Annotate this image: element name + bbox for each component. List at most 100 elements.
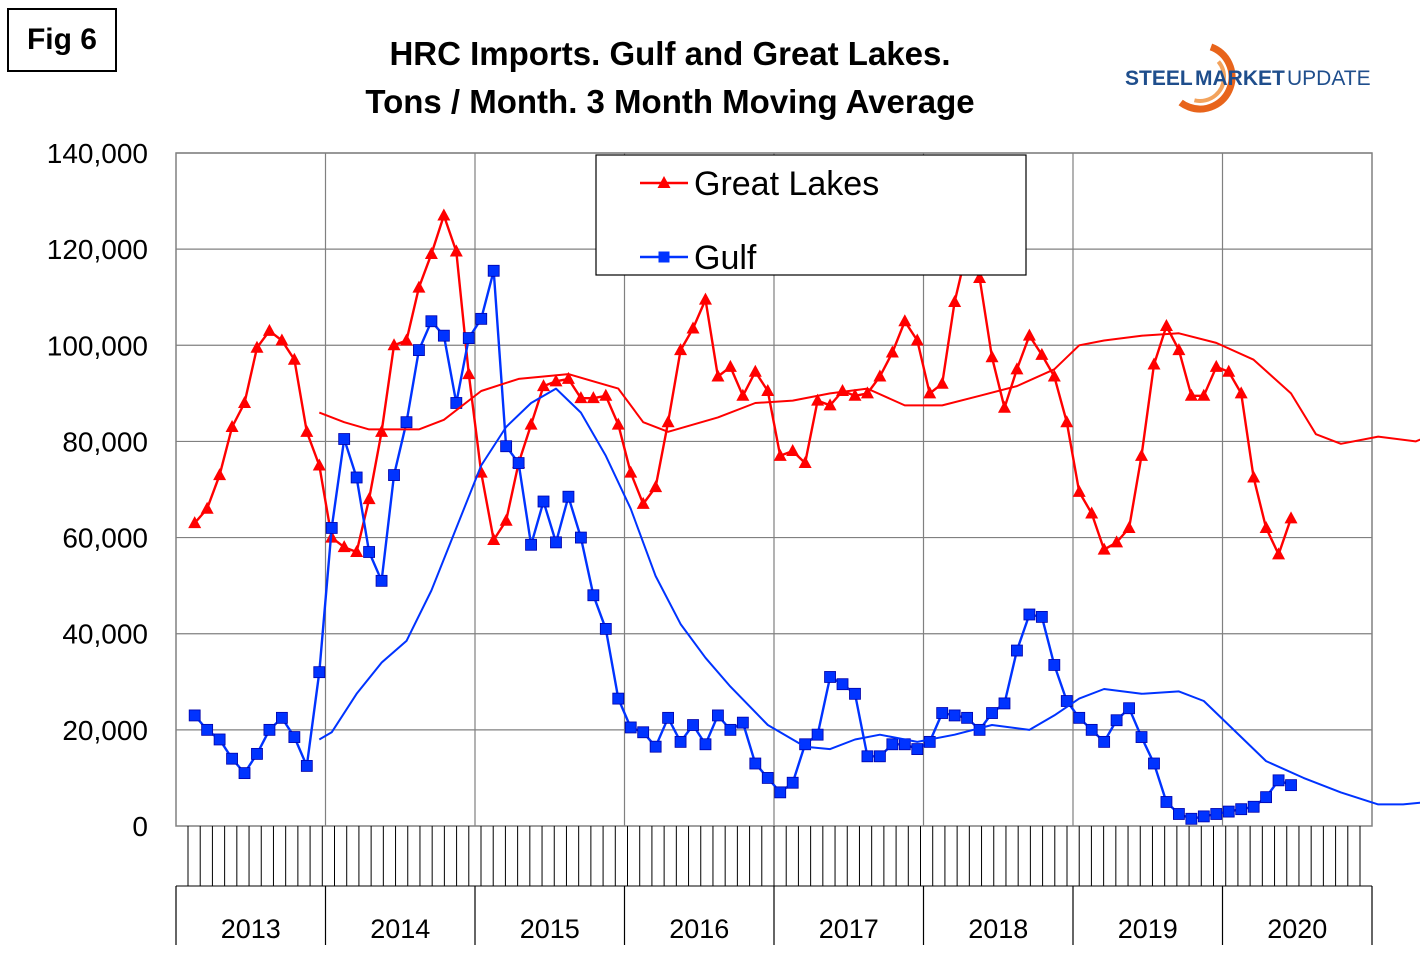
data-point bbox=[1197, 810, 1210, 823]
data-point bbox=[761, 772, 774, 784]
data-point bbox=[363, 546, 376, 558]
data-point bbox=[674, 735, 687, 748]
data-point bbox=[512, 457, 525, 469]
data-point bbox=[612, 692, 625, 705]
data-point bbox=[549, 374, 563, 387]
data-point bbox=[599, 388, 613, 401]
data-point bbox=[948, 709, 961, 722]
data-point bbox=[325, 522, 338, 534]
series-great-lakes bbox=[188, 208, 1298, 560]
data-point bbox=[188, 516, 202, 529]
x-year-label: 2014 bbox=[370, 914, 430, 944]
data-point bbox=[524, 417, 538, 430]
data-point bbox=[811, 393, 825, 406]
legend-item-gulf: Gulf bbox=[640, 239, 757, 277]
data-point bbox=[1272, 774, 1285, 787]
data-point bbox=[1210, 808, 1223, 820]
y-tick-label: 120,000 bbox=[47, 234, 148, 265]
y-tick-label: 140,000 bbox=[47, 138, 148, 169]
data-point bbox=[449, 244, 463, 257]
data-point bbox=[1135, 448, 1149, 461]
data-point bbox=[1260, 791, 1273, 804]
data-point bbox=[1247, 800, 1260, 813]
x-year-label: 2015 bbox=[520, 914, 580, 944]
data-point bbox=[824, 671, 836, 683]
data-point bbox=[1259, 520, 1273, 533]
data-point bbox=[886, 738, 899, 751]
data-point bbox=[263, 723, 276, 736]
data-point bbox=[935, 376, 949, 389]
data-point bbox=[388, 469, 400, 481]
data-point bbox=[636, 496, 650, 509]
data-point bbox=[1159, 319, 1173, 332]
data-point bbox=[226, 752, 238, 765]
data-point bbox=[848, 388, 862, 401]
data-point bbox=[250, 340, 264, 353]
data-point bbox=[649, 740, 662, 753]
data-point bbox=[1097, 542, 1111, 555]
data-point bbox=[624, 465, 638, 478]
data-point bbox=[201, 723, 214, 736]
data-point bbox=[238, 395, 252, 408]
series-gulf bbox=[188, 264, 1297, 825]
x-axis: 2013 2014 2015 2016 2017 2018 2019 2020 bbox=[175, 826, 1373, 945]
series-gulf-12-month-trend bbox=[318, 387, 1420, 806]
data-point bbox=[437, 208, 451, 221]
data-point bbox=[1135, 731, 1148, 743]
data-point bbox=[1110, 714, 1123, 727]
data-point bbox=[475, 312, 488, 325]
series-great-lakes-12-month-trend bbox=[318, 332, 1420, 445]
data-point bbox=[550, 536, 562, 549]
x-year-label: 2019 bbox=[1118, 914, 1178, 944]
data-point bbox=[1284, 511, 1298, 524]
data-point bbox=[736, 388, 750, 401]
data-point bbox=[798, 456, 812, 469]
x-year-label: 2017 bbox=[819, 914, 879, 944]
data-point bbox=[399, 333, 413, 346]
data-point bbox=[724, 723, 737, 736]
data-point bbox=[811, 728, 824, 741]
y-tick-label: 60,000 bbox=[62, 523, 148, 554]
data-point bbox=[450, 397, 463, 409]
legend-label: Gulf bbox=[694, 239, 757, 277]
data-point bbox=[487, 264, 500, 277]
data-point bbox=[860, 386, 874, 399]
data-point bbox=[262, 323, 276, 336]
data-point bbox=[861, 750, 874, 763]
data-point bbox=[910, 333, 924, 346]
data-point bbox=[948, 295, 962, 308]
data-point bbox=[1209, 359, 1223, 372]
data-point bbox=[1047, 369, 1061, 382]
data-point bbox=[287, 352, 301, 365]
data-point bbox=[275, 711, 288, 724]
x-year-label: 2018 bbox=[968, 914, 1028, 944]
trend-line bbox=[318, 332, 1420, 445]
data-point bbox=[699, 738, 712, 751]
data-point bbox=[1072, 484, 1086, 497]
data-point bbox=[885, 345, 899, 358]
data-point bbox=[786, 444, 800, 457]
data-point bbox=[561, 371, 575, 384]
data-point bbox=[662, 711, 675, 724]
data-point bbox=[961, 711, 974, 724]
data-point bbox=[251, 747, 263, 760]
data-point bbox=[537, 379, 551, 392]
data-point bbox=[823, 398, 837, 411]
data-point bbox=[312, 458, 326, 471]
data-point bbox=[723, 359, 737, 372]
data-point bbox=[1172, 343, 1186, 356]
data-point bbox=[275, 333, 289, 346]
data-point bbox=[288, 731, 301, 743]
data-point bbox=[350, 544, 364, 557]
data-point bbox=[985, 350, 999, 363]
data-point bbox=[1234, 386, 1248, 399]
data-point bbox=[213, 733, 226, 746]
data-point bbox=[661, 415, 675, 428]
data-point bbox=[587, 589, 600, 602]
data-point bbox=[748, 364, 762, 377]
data-point bbox=[1247, 470, 1261, 483]
data-point bbox=[898, 314, 912, 327]
y-tick-label: 20,000 bbox=[62, 715, 148, 746]
x-year-label: 2020 bbox=[1267, 914, 1327, 944]
data-point bbox=[1222, 805, 1235, 818]
